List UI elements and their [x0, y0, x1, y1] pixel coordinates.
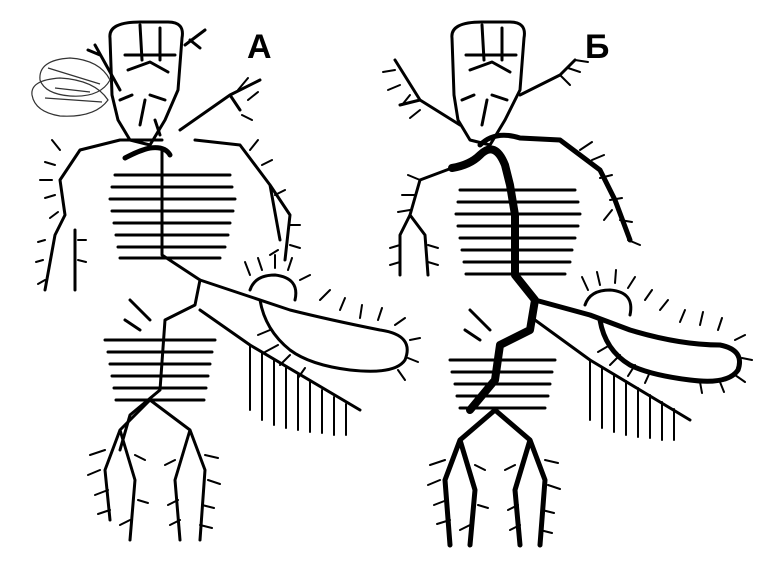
panel-label-b: Б [585, 28, 610, 66]
panel-label-a: А [247, 28, 272, 66]
panel-b-drawing [382, 20, 753, 548]
panel-a-head-outline [108, 20, 184, 147]
panel-a-drawing [31, 20, 421, 542]
panel-a-wings [31, 57, 111, 117]
panel-b-ventral-cord [448, 145, 539, 414]
panel-b-head-outline [450, 20, 526, 147]
